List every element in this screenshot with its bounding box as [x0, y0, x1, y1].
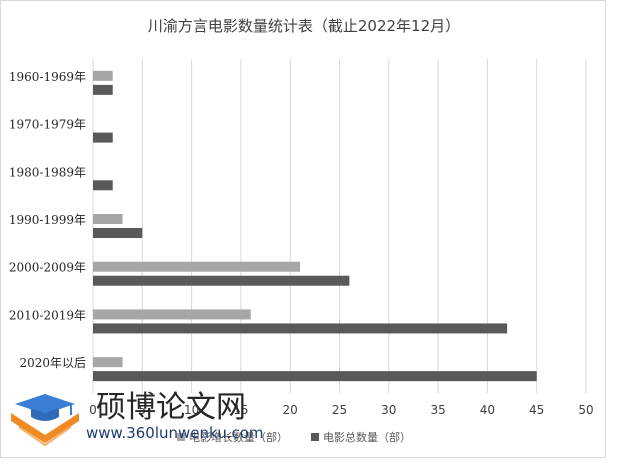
bars — [93, 70, 537, 382]
category-label: 1990-1999年 — [9, 213, 86, 227]
legend-swatch — [177, 433, 185, 441]
chart-canvas: 川渝方言电影数量统计表（截止2022年12月） 1960-1969年 1970-1… — [9, 17, 594, 447]
bar-total — [93, 371, 537, 382]
x-tick-label: 15 — [233, 403, 248, 417]
x-tick-label: 10 — [184, 403, 199, 417]
bar-total — [93, 228, 143, 238]
legend-label: 电影总数量（部） — [323, 430, 411, 444]
chart-frame: 川渝方言电影数量统计表（截止2022年12月） 1960-1969年 1970-1… — [0, 0, 606, 458]
x-tick-label: 50 — [578, 403, 593, 417]
chart-title: 川渝方言电影数量统计表（截止2022年12月） — [148, 17, 460, 35]
bar-growth — [93, 309, 251, 320]
category-label: 1980-1989年 — [9, 165, 86, 179]
bar-total — [93, 132, 113, 143]
legend-label: 电影增长数量（部） — [189, 430, 288, 444]
category-label: 2000-2009年 — [9, 261, 86, 275]
bar-growth — [93, 357, 123, 368]
category-label: 2020年以后 — [19, 356, 86, 370]
bar-total — [93, 84, 113, 95]
x-tick-label: 20 — [283, 403, 298, 417]
x-tick-label: 25 — [332, 403, 347, 417]
legend: 电影增长数量（部） 电影总数量（部） — [177, 430, 411, 444]
x-tick-label: 5 — [138, 403, 146, 417]
watermark-title: 硕博论文网 — [96, 390, 246, 425]
bar-total — [93, 180, 113, 191]
category-label: 1970-1979年 — [9, 118, 86, 132]
category-label: 2010-2019年 — [9, 308, 86, 322]
bar-growth — [93, 261, 301, 272]
x-tick-label: 35 — [430, 403, 445, 417]
watermark-url: www.360lunwenku.com — [86, 424, 264, 442]
x-tick-label: 0 — [89, 403, 97, 417]
category-labels: 1960-1969年 1970-1979年 1980-1989年 1990-1999年… — [9, 70, 86, 370]
watermark: 硕博论文网 www.360lunwenku.com — [11, 390, 264, 447]
gridlines — [92, 59, 587, 393]
bar-total — [93, 323, 508, 334]
graduation-cap-icon — [11, 394, 79, 447]
bar-growth — [93, 214, 123, 224]
x-axis-ticks: 0 5 10 15 20 25 30 35 40 45 50 — [89, 403, 593, 417]
x-tick-label: 45 — [529, 403, 544, 417]
bar-growth — [93, 70, 113, 81]
x-tick-label: 40 — [480, 403, 495, 417]
x-tick-label: 30 — [381, 403, 396, 417]
category-label: 1960-1969年 — [9, 70, 86, 84]
legend-swatch — [311, 433, 319, 441]
bar-total — [93, 275, 350, 286]
